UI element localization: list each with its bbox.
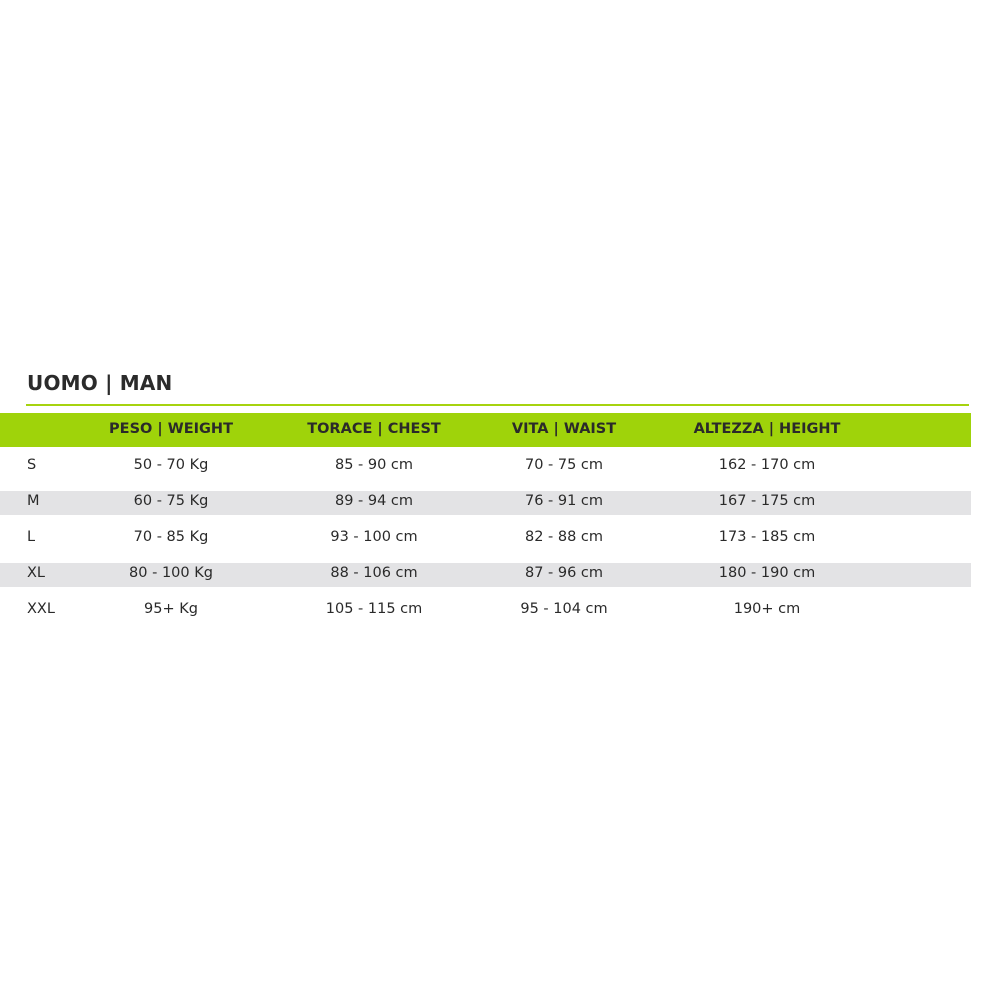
header-weight: PESO | WEIGHT xyxy=(109,421,233,437)
cell-weight: 70 - 85 Kg xyxy=(133,529,209,545)
cell-chest: 89 - 94 cm xyxy=(334,493,414,509)
size-label: L xyxy=(27,529,36,545)
cell-height: 167 - 175 cm xyxy=(718,493,816,509)
size-label: XXL xyxy=(27,601,55,617)
size-label: M xyxy=(27,493,40,509)
size-label: XL xyxy=(27,565,46,581)
cell-height: 173 - 185 cm xyxy=(718,529,816,545)
cell-waist: 95 - 104 cm xyxy=(520,601,608,617)
cell-chest: 93 - 100 cm xyxy=(330,529,418,545)
cell-weight: 95+ Kg xyxy=(144,601,198,617)
cell-chest: 85 - 90 cm xyxy=(334,457,414,473)
cell-waist: 70 - 75 cm xyxy=(524,457,604,473)
table-row: XL 80 - 100 Kg 88 - 106 cm 87 - 96 cm 180 - … xyxy=(0,556,971,592)
header-waist: VITA | WAIST xyxy=(511,421,617,437)
cell-height: 180 - 190 cm xyxy=(718,565,816,581)
table-header xyxy=(0,413,971,447)
cell-height: 190+ cm xyxy=(733,601,801,617)
cell-height: 162 - 170 cm xyxy=(718,457,816,473)
header-height: ALTEZZA | HEIGHT xyxy=(693,421,841,437)
size-label: S xyxy=(27,457,37,473)
cell-waist: 76 - 91 cm xyxy=(524,493,604,509)
page-title: UOMO | MAN xyxy=(27,371,173,395)
cell-weight: 60 - 75 Kg xyxy=(133,493,209,509)
table-row: L 70 - 85 Kg 93 - 100 cm 82 - 88 cm 173 - 18… xyxy=(0,520,971,556)
cell-waist: 87 - 96 cm xyxy=(524,565,604,581)
cell-weight: 80 - 100 Kg xyxy=(129,565,213,581)
title-underline xyxy=(26,404,969,406)
row-background xyxy=(0,563,971,587)
cell-waist: 82 - 88 cm xyxy=(524,529,604,545)
table-row: XXL 95+ Kg 105 - 115 cm 95 - 104 cm 190+ cm xyxy=(0,592,971,628)
header-chest: TORACE | CHEST xyxy=(307,421,441,437)
cell-weight: 50 - 70 Kg xyxy=(133,457,209,473)
row-background xyxy=(0,491,971,515)
table-row: S 50 - 70 Kg 85 - 90 cm 70 - 75 cm 162 - 170… xyxy=(0,448,971,484)
cell-chest: 88 - 106 cm xyxy=(330,565,418,581)
table-row: M 60 - 75 Kg 89 - 94 cm 76 - 91 cm 167 - 175… xyxy=(0,484,971,520)
cell-chest: 105 - 115 cm xyxy=(325,601,423,617)
